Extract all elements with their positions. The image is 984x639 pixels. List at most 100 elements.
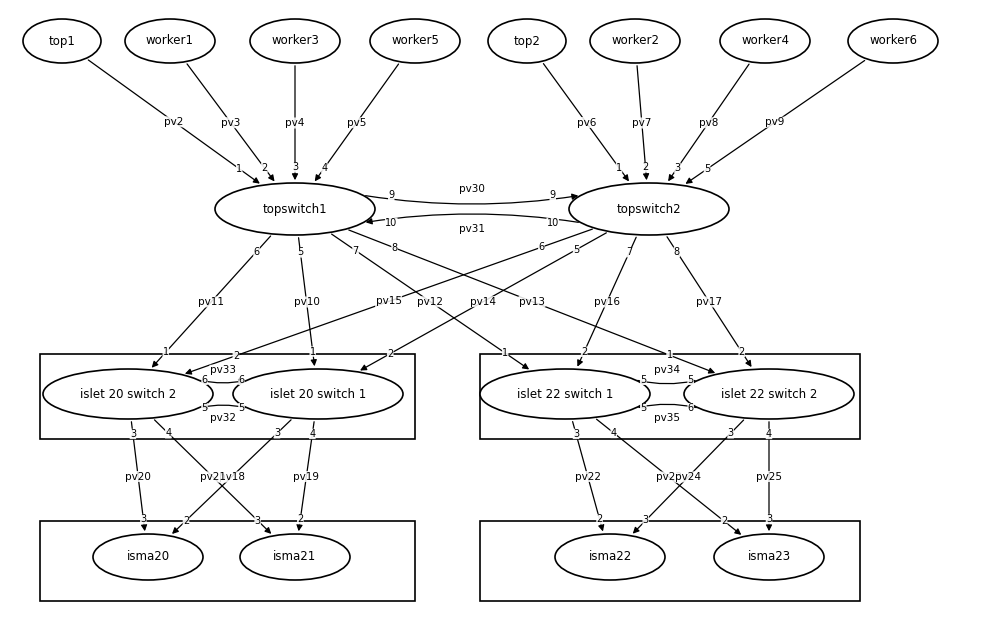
Ellipse shape (720, 19, 810, 63)
Text: pv30: pv30 (460, 184, 485, 194)
Text: 5: 5 (202, 403, 208, 413)
Text: pv16: pv16 (593, 297, 620, 307)
FancyArrowPatch shape (297, 422, 314, 530)
Text: worker2: worker2 (611, 35, 659, 47)
FancyArrowPatch shape (639, 404, 697, 408)
Ellipse shape (125, 19, 215, 63)
Text: top1: top1 (48, 35, 76, 47)
Ellipse shape (250, 19, 340, 63)
Text: 6: 6 (202, 375, 208, 385)
Text: pv11: pv11 (198, 297, 224, 307)
Text: 2: 2 (297, 514, 303, 524)
FancyArrowPatch shape (543, 64, 628, 180)
FancyArrowPatch shape (638, 380, 695, 384)
Ellipse shape (215, 183, 375, 235)
Ellipse shape (93, 534, 203, 580)
Text: 8: 8 (392, 243, 398, 253)
Ellipse shape (480, 369, 650, 419)
Text: pv3: pv3 (221, 118, 240, 128)
Ellipse shape (555, 534, 665, 580)
Text: 6: 6 (688, 403, 694, 413)
FancyArrowPatch shape (173, 420, 291, 533)
Text: 1: 1 (236, 164, 242, 174)
FancyArrowPatch shape (667, 237, 751, 366)
FancyArrowPatch shape (634, 420, 744, 533)
Text: pv2: pv2 (164, 117, 184, 127)
FancyBboxPatch shape (40, 354, 415, 439)
Text: islet 22 switch 2: islet 22 switch 2 (721, 387, 817, 401)
FancyArrowPatch shape (298, 238, 316, 365)
Text: 3: 3 (573, 429, 579, 439)
Text: isma22: isma22 (588, 551, 632, 564)
Text: pv20: pv20 (125, 472, 152, 482)
Text: isma23: isma23 (748, 551, 790, 564)
Text: pv4: pv4 (285, 118, 305, 128)
Text: 9: 9 (388, 190, 395, 200)
FancyArrowPatch shape (596, 419, 740, 534)
Text: pv34: pv34 (654, 366, 680, 375)
Text: 2: 2 (596, 514, 602, 524)
Ellipse shape (43, 369, 213, 419)
FancyArrowPatch shape (687, 61, 865, 183)
Ellipse shape (23, 19, 101, 63)
Text: 1: 1 (616, 163, 622, 173)
Text: 5: 5 (297, 247, 303, 258)
FancyArrowPatch shape (348, 230, 714, 373)
Text: 3: 3 (727, 428, 734, 438)
FancyArrowPatch shape (669, 64, 749, 180)
Text: 5: 5 (704, 164, 710, 174)
Text: 9: 9 (550, 190, 556, 200)
FancyArrowPatch shape (153, 236, 271, 367)
Text: pv22: pv22 (575, 472, 601, 482)
Ellipse shape (684, 369, 854, 419)
FancyArrowPatch shape (316, 64, 399, 180)
Ellipse shape (590, 19, 680, 63)
Ellipse shape (569, 183, 729, 235)
Ellipse shape (714, 534, 824, 580)
FancyArrowPatch shape (292, 66, 297, 179)
Text: pv7: pv7 (632, 118, 651, 128)
Text: isma21: isma21 (274, 551, 317, 564)
Text: worker6: worker6 (869, 35, 917, 47)
Text: 3: 3 (130, 429, 136, 439)
Text: 2: 2 (721, 516, 727, 526)
Text: worker1: worker1 (146, 35, 194, 47)
Text: 5: 5 (641, 403, 646, 413)
FancyBboxPatch shape (480, 354, 860, 439)
Text: 3: 3 (141, 514, 147, 524)
Ellipse shape (488, 19, 566, 63)
Text: pv9: pv9 (766, 117, 784, 127)
Text: 5: 5 (238, 403, 245, 413)
Text: 3: 3 (255, 516, 261, 525)
FancyArrowPatch shape (637, 66, 648, 179)
Text: pv33: pv33 (210, 366, 236, 375)
Text: 1: 1 (162, 347, 169, 357)
FancyArrowPatch shape (361, 233, 606, 370)
Text: topswitch2: topswitch2 (617, 203, 681, 215)
Ellipse shape (370, 19, 460, 63)
Ellipse shape (233, 369, 403, 419)
Text: islet 20 switch 1: islet 20 switch 1 (270, 387, 366, 401)
Text: 5: 5 (573, 245, 580, 255)
Text: pv21: pv21 (200, 472, 226, 482)
Text: 6: 6 (238, 375, 245, 385)
FancyArrowPatch shape (132, 422, 147, 530)
FancyArrowPatch shape (154, 420, 271, 533)
Text: pv19: pv19 (293, 472, 320, 482)
FancyArrowPatch shape (578, 237, 637, 366)
Text: pv25: pv25 (756, 472, 782, 482)
Text: pv17: pv17 (697, 297, 722, 307)
Text: 2: 2 (387, 349, 394, 358)
Text: pv5: pv5 (347, 118, 366, 128)
Text: pv10: pv10 (293, 297, 320, 307)
Text: 10: 10 (547, 218, 559, 227)
FancyArrowPatch shape (332, 234, 528, 369)
FancyArrowPatch shape (187, 64, 274, 180)
Text: pv13: pv13 (519, 296, 545, 307)
Text: pv32: pv32 (210, 413, 236, 423)
Text: 3: 3 (643, 516, 648, 525)
Ellipse shape (848, 19, 938, 63)
Text: top2: top2 (514, 35, 540, 47)
FancyBboxPatch shape (40, 521, 415, 601)
Text: 1: 1 (502, 348, 509, 358)
